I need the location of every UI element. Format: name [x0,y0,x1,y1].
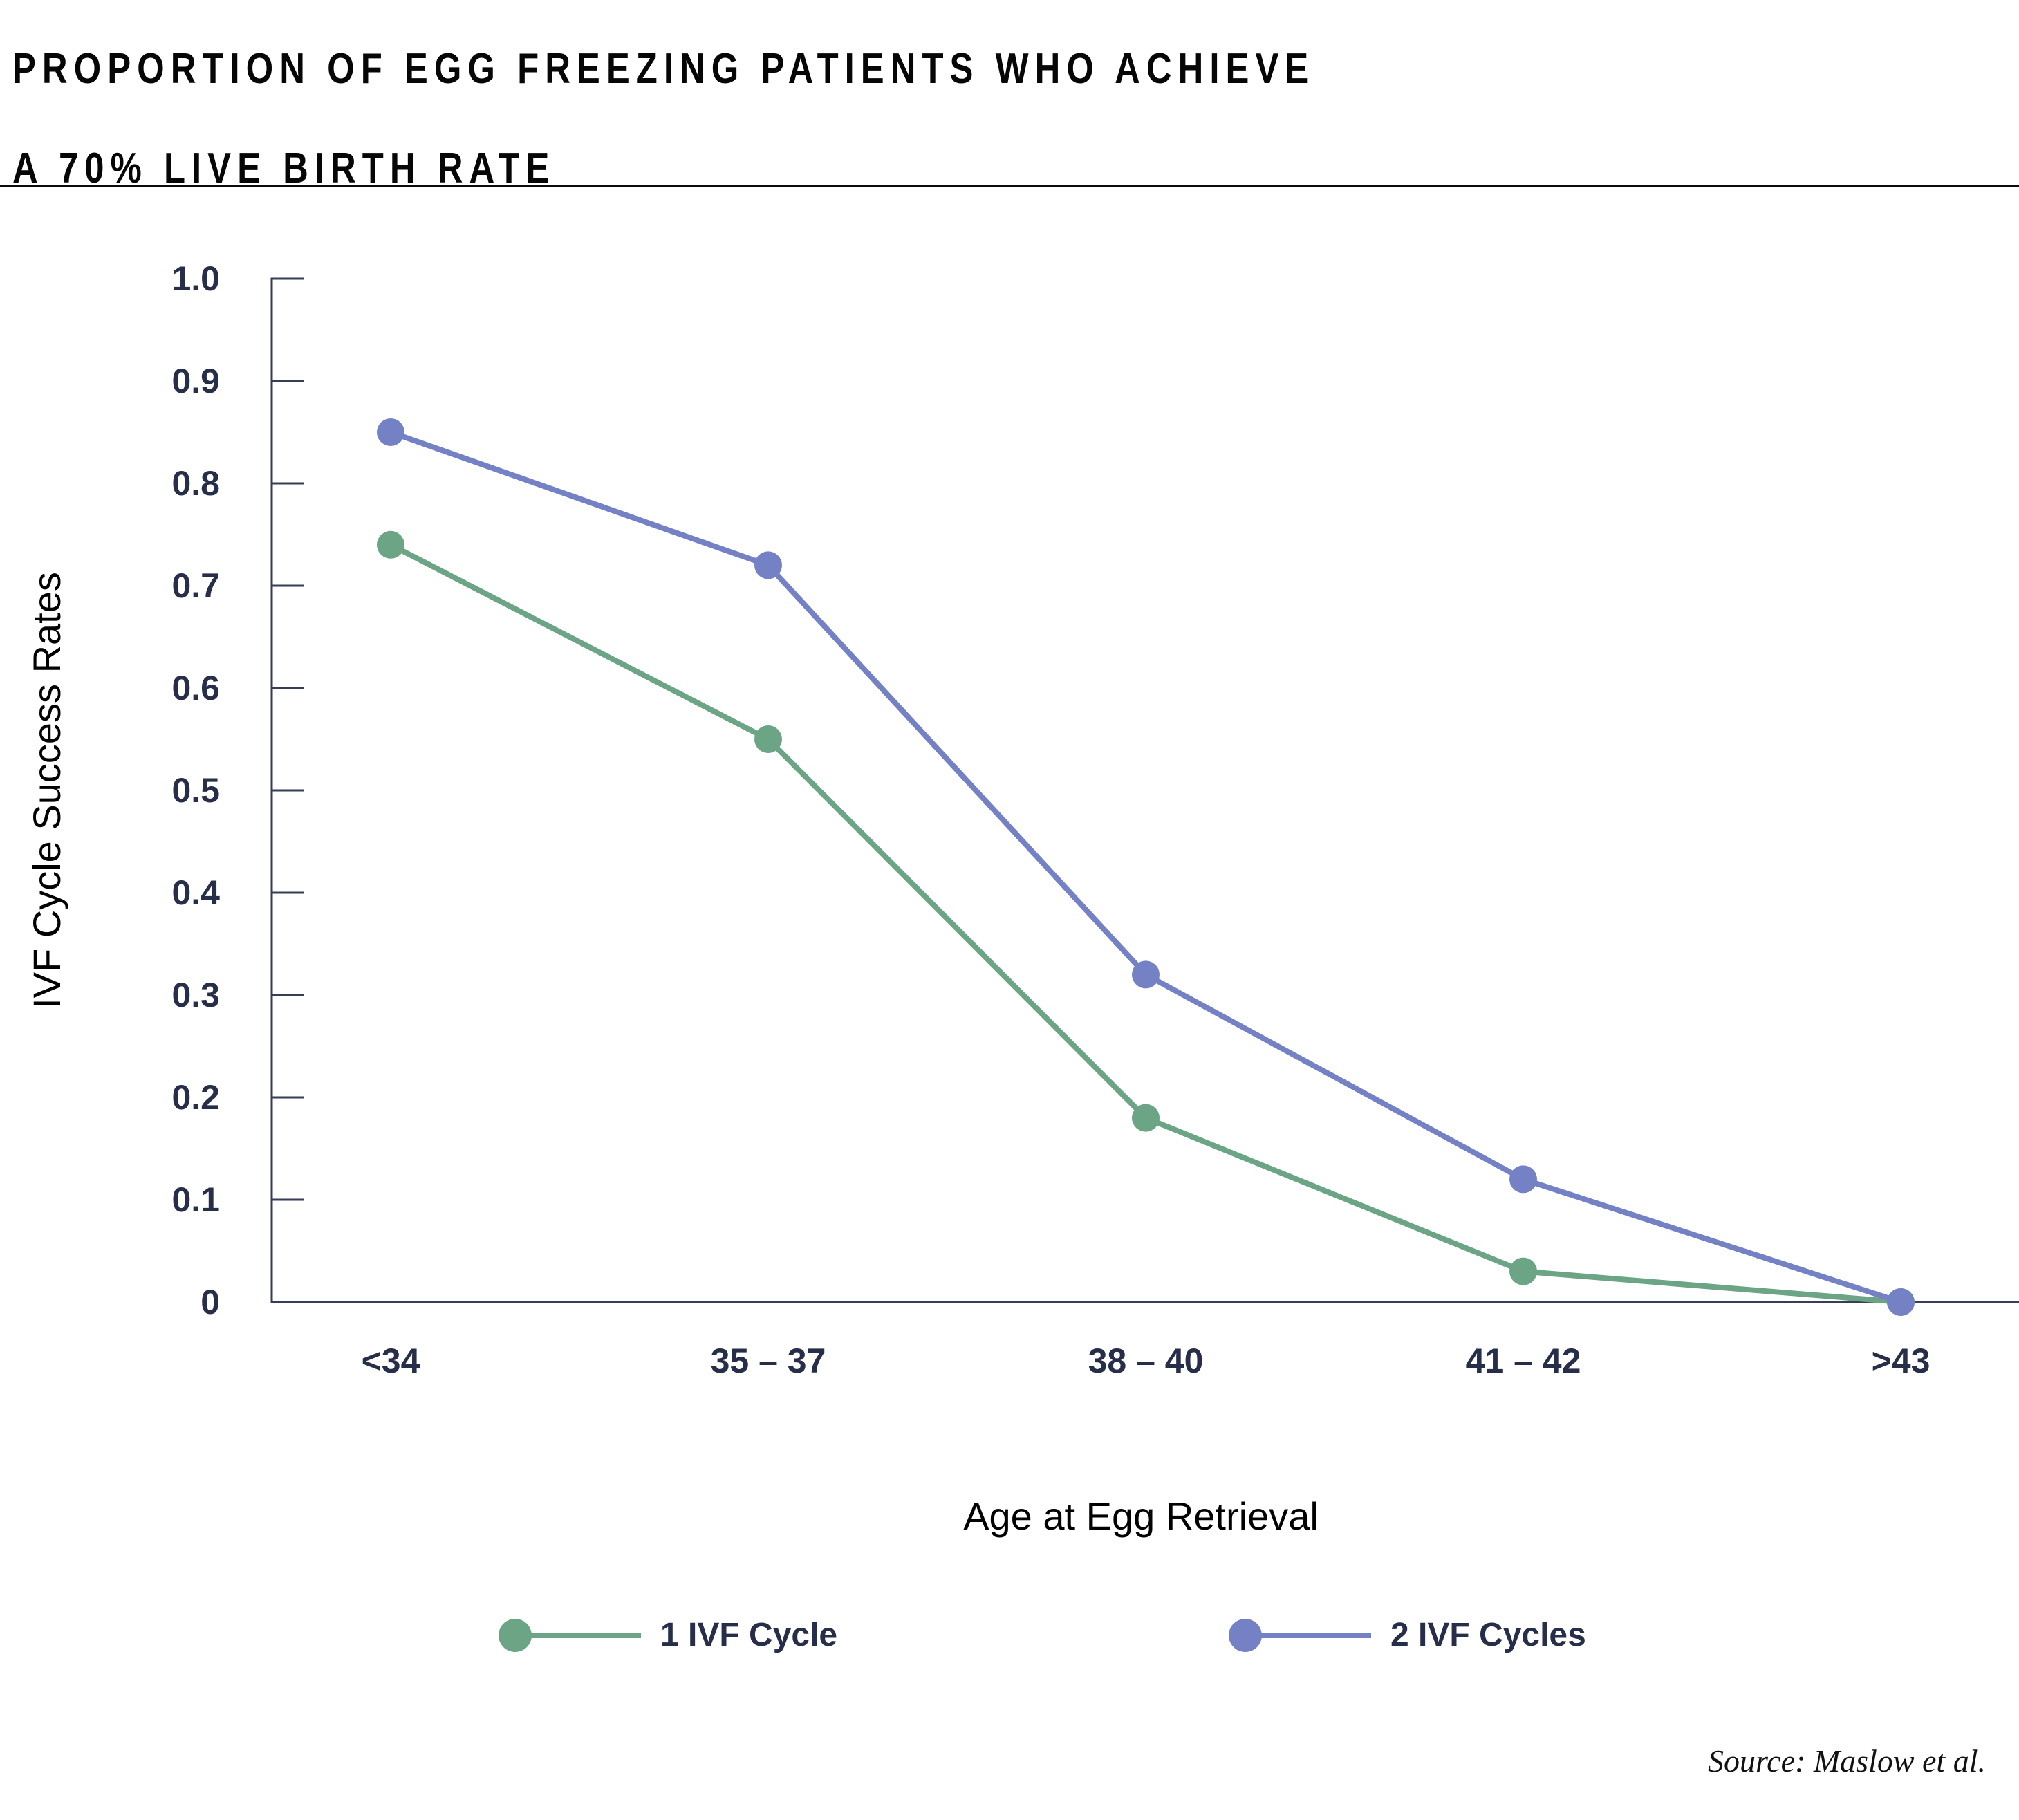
series-line-2-ivf-cycles [388,429,1904,1305]
x-category-label: 35 – 37 [711,1341,826,1380]
y-tick-label: 0.7 [171,566,220,605]
legend-item-1-ivf-cycle: 1 IVF Cycle [497,1615,837,1656]
legend-marker-1-ivf-cycle-icon [499,1619,641,1652]
title-divider [0,185,2019,187]
legend-marker-2-ivf-cycles-icon [1229,1619,1371,1652]
data-point-2-ivf-cycles [1509,1165,1537,1194]
y-tick-label: 0.9 [171,362,220,400]
y-tick-label: 0.3 [171,976,220,1014]
y-tick-label: 0.2 [171,1078,220,1117]
y-tick-label: 0.5 [171,771,220,810]
data-point-1-ivf-cycle [1509,1257,1537,1285]
data-point-1-ivf-cycle [1132,1104,1160,1132]
data-point-2-ivf-cycles [754,551,782,579]
y-tick-label: 1.0 [171,259,220,298]
y-tick-label: 0.6 [171,669,220,707]
chart-title: PROPORTION OF EGG FREEZING PATIENTS WHO … [12,44,1314,194]
y-tick-label: 0.8 [171,464,220,503]
legend-label-1-ivf-cycle: 1 IVF Cycle [660,1617,838,1653]
data-point-2-ivf-cycles [1132,960,1160,989]
data-point-2-ivf-cycles [377,418,404,446]
x-category-label: >43 [1872,1341,1930,1380]
chart-title-line1: PROPORTION OF EGG FREEZING PATIENTS WHO … [12,45,1315,93]
source-note: Source: Maslow et al. [1707,1743,1986,1779]
y-tick-label: 0 [201,1283,220,1321]
x-category-label: <34 [362,1341,420,1380]
chart-title-line2: A 70% LIVE BIRTH RATE [12,145,556,192]
data-point-2-ivf-cycles [1887,1288,1915,1316]
legend-label-2-ivf-cycles: 2 IVF Cycles [1390,1617,1586,1653]
data-point-1-ivf-cycle [377,530,404,559]
data-point-1-ivf-cycle [754,725,782,753]
legend-item-2-ivf-cycles: 2 IVF Cycles [1227,1615,1586,1656]
y-tick-label: 0.4 [171,873,220,912]
x-category-label: 41 – 42 [1466,1341,1581,1380]
y-tick-label: 0.1 [171,1180,220,1219]
x-category-label: 38 – 40 [1088,1341,1204,1380]
x-axis-title: Age at Egg Retrieval [963,1494,1319,1538]
series-line-1-ivf-cycle [388,541,1904,1305]
